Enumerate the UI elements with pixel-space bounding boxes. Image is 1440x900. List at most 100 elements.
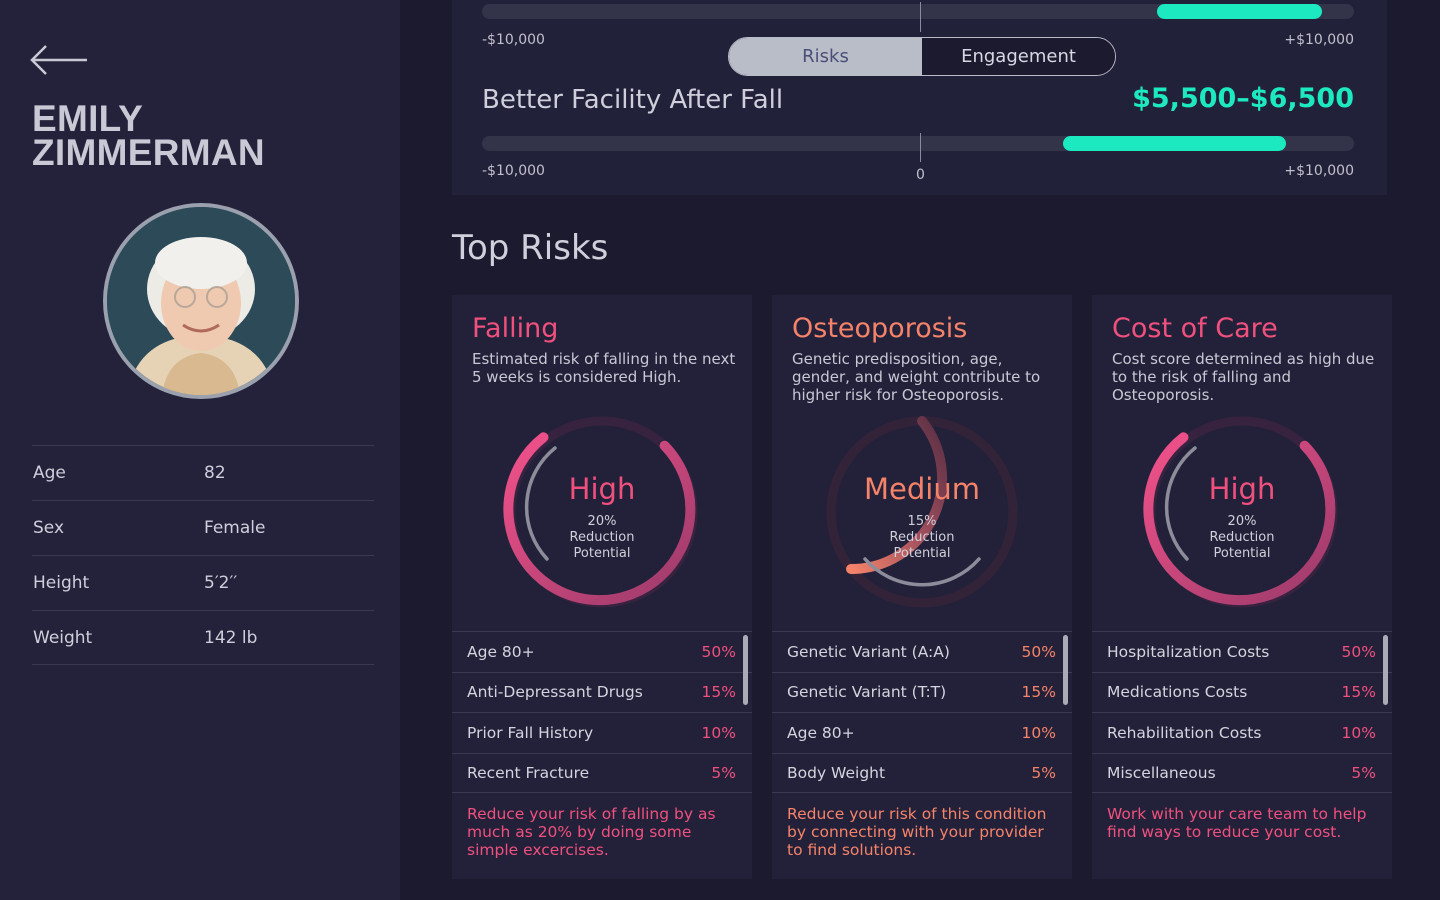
factor-name: Genetic Variant (T:T) xyxy=(787,683,947,702)
factor-pct: 10% xyxy=(1021,723,1056,742)
info-value: 142 lb xyxy=(204,627,258,648)
factor-pct: 15% xyxy=(701,683,736,702)
scenario-value: $5,500–$6,500 xyxy=(1132,83,1354,114)
top-zero-tick xyxy=(920,2,921,32)
factor-name: Hospitalization Costs xyxy=(1107,642,1270,661)
top-cost-range-fill xyxy=(1156,4,1323,19)
factor-name: Body Weight xyxy=(787,763,886,782)
risk-card-cost-of-care: Cost of Care Cost score determined as hi… xyxy=(1092,295,1392,879)
tab-risks[interactable]: Risks xyxy=(729,38,922,75)
risk-level: Medium xyxy=(864,472,980,506)
risks-engagement-toggle[interactable]: Risks Engagement xyxy=(728,37,1116,76)
info-row-weight: Weight 142 lb xyxy=(32,610,374,665)
card-description: Cost score determined as high due to the… xyxy=(1112,350,1375,404)
factor-pct: 50% xyxy=(701,642,736,661)
potential-label: Potential xyxy=(1213,546,1271,561)
patient-sidebar: Emily Zimmerman Age 82 Sex Female Height… xyxy=(0,0,400,900)
scenario-range-track xyxy=(482,136,1354,151)
factor-name: Genetic Variant (A:A) xyxy=(787,642,950,661)
reduction-label: Reduction xyxy=(1209,530,1275,545)
info-value: 82 xyxy=(204,463,226,483)
risk-level: High xyxy=(568,472,636,506)
factor-name: Miscellaneous xyxy=(1107,763,1216,782)
card-title: Cost of Care xyxy=(1112,313,1278,344)
arrow-left-icon xyxy=(30,45,87,75)
reduction-pct: 15% xyxy=(907,514,937,529)
card-description: Genetic predisposition, age, gender, and… xyxy=(792,350,1041,404)
list-item: Body Weight 5% xyxy=(772,752,1072,793)
factor-pct: 5% xyxy=(711,763,736,782)
info-label: Height xyxy=(33,573,90,593)
risk-card-falling: Falling Estimated risk of falling in the… xyxy=(452,295,752,879)
list-item: Prior Fall History 10% xyxy=(452,712,752,753)
factor-pct: 50% xyxy=(1021,642,1056,661)
list-item: Medications Costs 15% xyxy=(1092,671,1392,713)
top-max-label: +$10,000 xyxy=(1284,32,1354,48)
cost-scenario-panel xyxy=(452,0,1387,195)
factor-name: Prior Fall History xyxy=(467,723,594,742)
reduction-potential: 15% Reduction Potential xyxy=(772,514,1072,562)
risk-card-osteoporosis: Osteoporosis Genetic predisposition, age… xyxy=(772,295,1072,879)
risk-factor-list[interactable]: Age 80+ 50% Anti-Depressant Drugs 15% Prio… xyxy=(452,631,752,793)
list-item: Recent Fracture 5% xyxy=(452,752,752,793)
list-item: Anti-Depressant Drugs 15% xyxy=(452,671,752,713)
avatar xyxy=(103,203,299,399)
factor-pct: 15% xyxy=(1341,683,1376,702)
reduction-pct: 20% xyxy=(587,514,617,529)
factor-name: Age 80+ xyxy=(787,723,855,742)
card-tip: Reduce your risk of falling by as much a… xyxy=(467,805,716,859)
list-item: Rehabilitation Costs 10% xyxy=(1092,712,1392,753)
info-label: Weight xyxy=(33,627,93,648)
back-button[interactable] xyxy=(28,42,90,78)
scenario-zero-tick xyxy=(920,133,921,162)
factor-pct: 5% xyxy=(1031,763,1056,782)
risk-factor-list[interactable]: Genetic Variant (A:A) 50% Genetic Variant… xyxy=(772,631,1072,793)
info-row-age: Age 82 xyxy=(32,445,374,500)
factor-pct: 15% xyxy=(1021,683,1056,702)
list-item: Age 80+ 10% xyxy=(772,712,1072,753)
info-value: 5′2′′ xyxy=(204,573,238,593)
list-item: Hospitalization Costs 50% xyxy=(1092,631,1392,672)
scenario-max-label: +$10,000 xyxy=(1284,163,1354,179)
factor-pct: 50% xyxy=(1341,642,1376,661)
scenario-title: Better Facility After Fall xyxy=(482,85,784,115)
risk-factor-list[interactable]: Hospitalization Costs 50% Medications Cos… xyxy=(1092,631,1392,793)
risk-gauge xyxy=(1143,416,1338,608)
factor-scrollbar[interactable] xyxy=(743,635,748,705)
info-row-height: Height 5′2′′ xyxy=(32,555,374,610)
factor-pct: 10% xyxy=(701,723,736,742)
patient-first-name: Emily xyxy=(32,98,144,139)
list-item: Genetic Variant (A:A) 50% xyxy=(772,631,1072,672)
patient-last-name: Zimmerman xyxy=(32,132,265,173)
info-value: Female xyxy=(204,518,266,538)
factor-name: Anti-Depressant Drugs xyxy=(467,683,643,702)
reduction-potential: 20% Reduction Potential xyxy=(452,514,752,562)
list-item: Miscellaneous 5% xyxy=(1092,752,1392,793)
factor-scrollbar[interactable] xyxy=(1063,635,1068,705)
factor-scrollbar[interactable] xyxy=(1383,635,1388,705)
factor-pct: 10% xyxy=(1341,723,1376,742)
tab-engagement[interactable]: Engagement xyxy=(922,38,1115,75)
factor-pct: 5% xyxy=(1351,763,1376,782)
scenario-range-fill xyxy=(1062,136,1287,151)
reduction-pct: 20% xyxy=(1227,514,1257,529)
patient-info-list: Age 82 Sex Female Height 5′2′′ Weight 14… xyxy=(32,445,374,665)
factor-name: Medications Costs xyxy=(1107,683,1248,702)
list-item: Genetic Variant (T:T) 15% xyxy=(772,671,1072,713)
factor-name: Age 80+ xyxy=(467,642,535,661)
top-cost-range-track xyxy=(482,4,1354,19)
info-row-sex: Sex Female xyxy=(32,500,374,555)
scenario-zero-label: 0 xyxy=(916,167,925,183)
top-min-label: -$10,000 xyxy=(482,32,545,48)
section-title: Top Risks xyxy=(452,228,609,268)
card-title: Falling xyxy=(472,313,559,344)
card-description: Estimated risk of falling in the next 5 … xyxy=(472,350,736,386)
scenario-min-label: -$10,000 xyxy=(482,163,545,179)
card-title: Osteoporosis xyxy=(792,313,968,344)
card-tip: Work with your care team to help find wa… xyxy=(1107,805,1367,841)
potential-label: Potential xyxy=(893,546,951,561)
list-item: Age 80+ 50% xyxy=(452,631,752,672)
risk-level: High xyxy=(1208,472,1276,506)
patient-name: Emily Zimmerman xyxy=(32,98,265,173)
risk-gauge xyxy=(826,416,1018,608)
